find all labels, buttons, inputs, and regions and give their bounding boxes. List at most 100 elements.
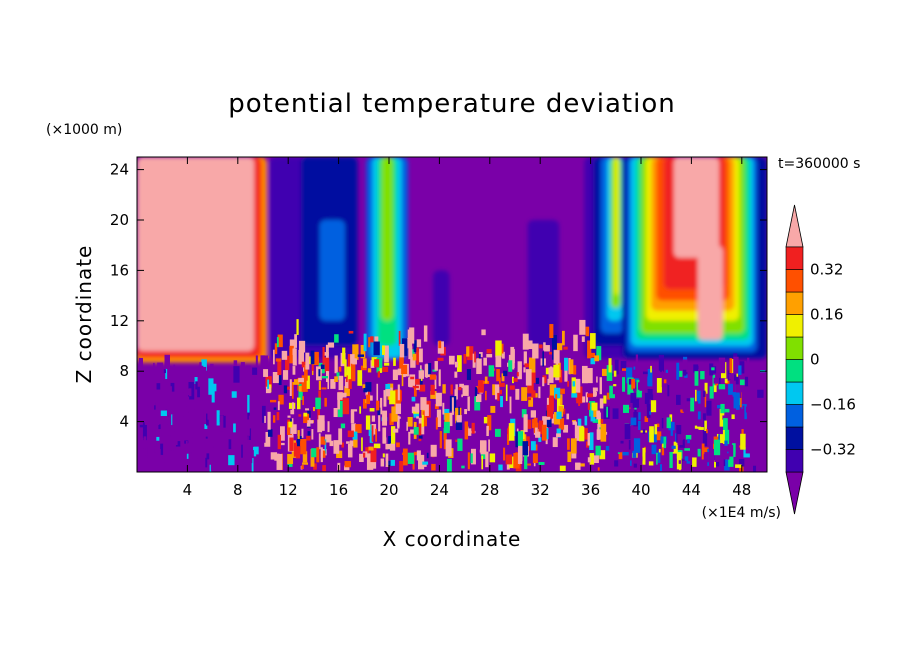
- turbulence-cell: [185, 453, 189, 459]
- turbulence-cell: [182, 436, 185, 441]
- turbulence-cell: [512, 376, 514, 384]
- turbulence-cell: [426, 452, 429, 459]
- turbulence-cell: [476, 394, 482, 403]
- turbulence-cell: [270, 452, 278, 460]
- turbulence-cell: [149, 443, 155, 453]
- turbulence-cell: [201, 359, 207, 371]
- turbulence-cell: [327, 421, 330, 433]
- turbulence-cell: [505, 454, 513, 465]
- turbulence-cell: [495, 340, 502, 358]
- turbulence-cell: [445, 439, 452, 457]
- turbulence-cell: [275, 358, 282, 362]
- turbulence-cell: [157, 455, 163, 459]
- turbulence-cell: [467, 396, 470, 411]
- turbulence-cell: [485, 451, 489, 468]
- turbulence-cell: [530, 441, 536, 451]
- y-tick-label: 20: [110, 211, 129, 229]
- turbulence-cell: [508, 360, 513, 372]
- turbulence-cell: [722, 415, 726, 420]
- turbulence-cell: [346, 366, 351, 381]
- x-tick-label: 28: [480, 481, 499, 499]
- turbulence-cell: [382, 345, 385, 355]
- turbulence-cell: [719, 433, 725, 446]
- turbulence-cell: [369, 408, 375, 412]
- turbulence-cell: [307, 356, 312, 365]
- turbulence-cell: [562, 330, 565, 346]
- turbulence-cell: [139, 402, 142, 419]
- field-regions: [137, 157, 767, 363]
- turbulence-cell: [676, 394, 681, 405]
- turbulence-cell: [481, 329, 486, 336]
- turbulence-cell: [476, 358, 482, 375]
- turbulence-cell: [686, 398, 691, 402]
- colorbar-band: [785, 359, 804, 383]
- turbulence-cell: [713, 439, 721, 456]
- turbulence-cell: [318, 433, 321, 450]
- turbulence-cell: [477, 380, 484, 393]
- turbulence-cell: [608, 358, 612, 373]
- turbulence-cell: [609, 385, 615, 399]
- turbulence-cell: [413, 340, 417, 353]
- turbulence-cell: [318, 369, 321, 377]
- turbulence-cell: [757, 389, 764, 398]
- turbulence-cell: [365, 382, 372, 392]
- y-tick-label: 4: [119, 413, 129, 431]
- turbulence-cell: [454, 389, 457, 401]
- turbulence-cell: [320, 436, 325, 445]
- turbulence-cell: [377, 407, 381, 416]
- turbulence-cell: [499, 382, 505, 387]
- turbulence-cell: [744, 429, 751, 440]
- turbulence-cell: [470, 453, 473, 464]
- colorbar-extend-high: [785, 204, 804, 248]
- turbulence-cell: [382, 437, 387, 444]
- turbulence-cell: [203, 409, 207, 425]
- x-tick-label: 24: [430, 481, 449, 499]
- turbulence-cell: [653, 415, 660, 424]
- turbulence-cell: [257, 394, 262, 408]
- turbulence-cell: [654, 424, 658, 435]
- turbulence-cell: [722, 443, 728, 459]
- turbulence-cell: [311, 363, 314, 371]
- turbulence-cell: [210, 457, 217, 471]
- turbulence-cell: [492, 384, 496, 396]
- turbulence-cell: [167, 416, 171, 425]
- turbulence-cell: [139, 424, 144, 428]
- field-region: [319, 220, 345, 321]
- turbulence-cell: [739, 379, 745, 386]
- turbulence-cell: [147, 444, 152, 463]
- turbulence-cell: [145, 444, 148, 458]
- x-axis: 4 8 12 16 20 24 28 32 36 40 44 48: [183, 157, 751, 499]
- turbulence-cell: [312, 406, 315, 412]
- turbulence-cell: [612, 408, 619, 419]
- turbulence-cell: [667, 374, 674, 385]
- turbulence-cell: [563, 424, 569, 433]
- turbulence-cell: [142, 384, 147, 397]
- turbulence-cell: [378, 413, 381, 432]
- turbulence-cell: [589, 352, 595, 358]
- turbulence-cell: [223, 373, 230, 387]
- turbulence-cell: [334, 376, 338, 383]
- turbulence-cell: [321, 387, 327, 390]
- turbulence-cell: [498, 377, 501, 384]
- turbulence-cell: [333, 408, 338, 418]
- turbulence-cell: [307, 420, 314, 424]
- turbulence-cell: [704, 420, 707, 432]
- turbulence-cell: [338, 366, 342, 372]
- turbulence-cell: [743, 361, 746, 373]
- turbulence-cell: [549, 324, 554, 339]
- turbulence-cell: [464, 421, 469, 440]
- turbulence-cell: [341, 442, 344, 448]
- turbulence-cell: [544, 416, 551, 420]
- turbulence-cell: [631, 378, 636, 390]
- turbulence-cell: [516, 372, 519, 377]
- turbulence-cell: [714, 386, 720, 389]
- turbulence-cell: [229, 413, 236, 422]
- turbulence-cell: [591, 402, 598, 411]
- turbulence-cell: [226, 402, 229, 412]
- turbulence-cell: [344, 386, 350, 397]
- turbulence-cell: [486, 425, 489, 437]
- turbulence-cell: [528, 357, 536, 373]
- turbulence-cell: [312, 351, 319, 365]
- turbulence-cell: [728, 455, 734, 467]
